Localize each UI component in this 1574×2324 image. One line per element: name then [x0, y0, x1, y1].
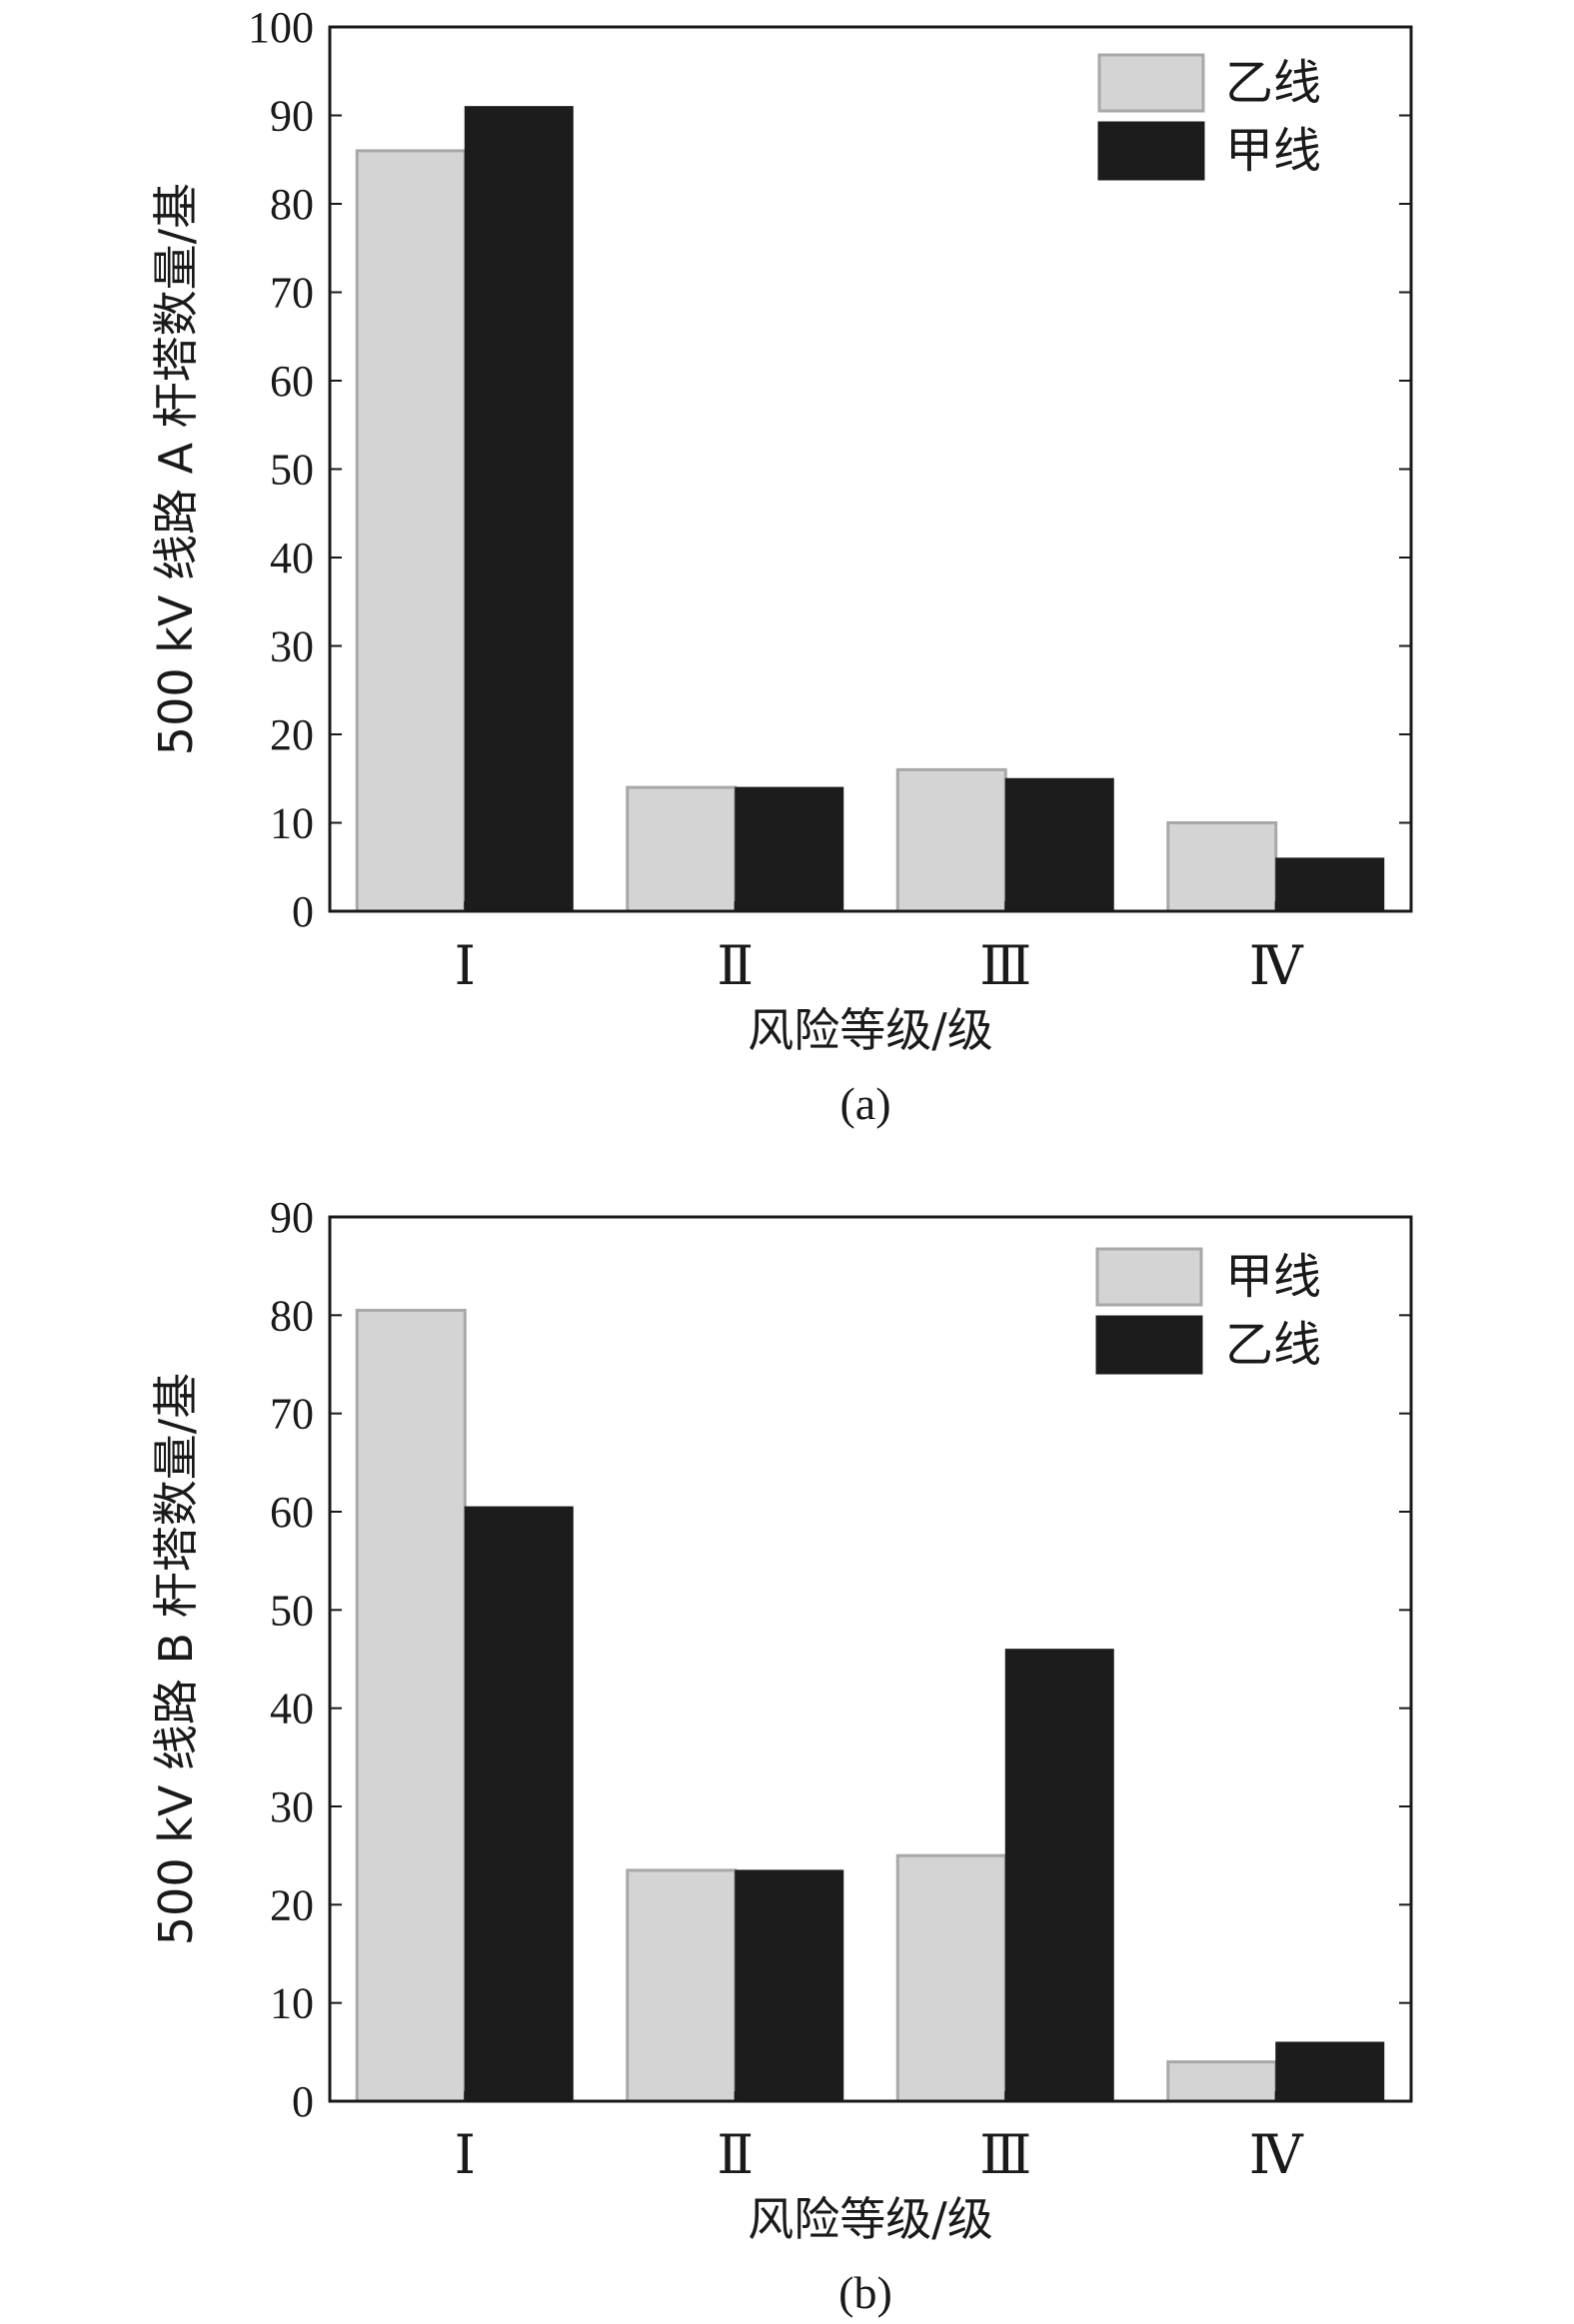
category-label: Ⅳ: [1249, 936, 1304, 996]
y-axis-title: 500 kV 线路 B 杆塔数量/基: [149, 1373, 203, 1945]
plot-frame: [328, 1215, 1413, 2103]
x-axis-title: 风险等级/级: [748, 1003, 993, 1057]
chart-caption: (a): [839, 1078, 890, 1129]
y-tick-label: 10: [270, 799, 314, 848]
bar-dark-1: [464, 106, 574, 912]
x-axis-title: 风险等级/级: [748, 2192, 993, 2246]
bar-light-2: [626, 1868, 738, 2103]
y-tick-label: 60: [270, 1488, 314, 1537]
bar-light-4: [1166, 821, 1278, 913]
y-tick-label: 20: [270, 1880, 314, 1929]
bar-dark-4: [1275, 857, 1385, 912]
y-tick-label: 90: [270, 92, 314, 141]
y-tick-label: 20: [270, 710, 314, 759]
category-label: Ⅲ: [979, 936, 1031, 996]
bar-dark-1: [464, 1506, 574, 2102]
bar-light-1: [355, 149, 467, 913]
legend-swatch-dark: [1095, 1315, 1203, 1375]
legend-swatch-light: [1095, 1247, 1203, 1307]
category-label: Ⅰ: [455, 2125, 476, 2185]
category-label: Ⅱ: [717, 936, 754, 996]
bar-light-4: [1166, 2060, 1278, 2103]
category-label: Ⅱ: [717, 2125, 754, 2185]
y-tick-label: 30: [270, 1782, 314, 1831]
bar-light-3: [895, 1853, 1007, 2103]
chart-a: Ⅰ Ⅱ Ⅲ Ⅳ 0 10 20 30 40 50 60 70 80 90 100 风险等级/级 500 kV 线…: [149, 3, 1413, 1129]
bar-light-3: [895, 767, 1007, 913]
y-tick-label: 90: [270, 1193, 314, 1242]
y-tick-label: 10: [270, 1979, 314, 2028]
y-tick-label: 80: [270, 180, 314, 229]
legend-label: 甲线: [1225, 1249, 1321, 1305]
bar-dark-2: [735, 786, 844, 912]
y-tick-label: 40: [270, 1685, 314, 1734]
y-tick-label: 50: [270, 446, 314, 495]
bar-dark-2: [735, 1869, 844, 2102]
bar-light-1: [355, 1308, 467, 2103]
category-label: Ⅰ: [455, 936, 476, 996]
legend-label: 乙线: [1225, 1317, 1321, 1373]
legend-swatch-light: [1097, 53, 1205, 113]
category-label: Ⅳ: [1249, 2125, 1304, 2185]
legend-label: 甲线: [1225, 123, 1321, 179]
y-tick-label: 80: [270, 1291, 314, 1340]
legend-swatch-dark: [1097, 121, 1205, 181]
bar-light-2: [626, 785, 738, 913]
legend-label: 乙线: [1225, 55, 1321, 111]
category-label: Ⅲ: [979, 2125, 1031, 2185]
y-tick-label: 50: [270, 1586, 314, 1635]
bar-dark-3: [1004, 777, 1114, 912]
y-tick-label: 70: [270, 1390, 314, 1439]
y-tick-label: 0: [292, 887, 314, 936]
y-tick-label: 40: [270, 534, 314, 582]
y-tick-label: 70: [270, 269, 314, 318]
y-tick-label: 0: [292, 2077, 314, 2126]
chart-caption: (b): [838, 2267, 892, 2318]
chart-b: Ⅰ Ⅱ Ⅲ Ⅳ 0 10 20 30 40 50 60 70 80 90 风险等级/级 500 kV 线路 B…: [149, 1193, 1413, 2318]
y-tick-label: 30: [270, 622, 314, 671]
bar-dark-3: [1004, 1649, 1114, 2102]
bar-dark-4: [1275, 2041, 1385, 2102]
y-axis-title: 500 kV 线路 A 杆塔数量/基: [149, 183, 203, 755]
y-tick-label: 60: [270, 357, 314, 406]
y-tick-label: 100: [248, 3, 314, 52]
